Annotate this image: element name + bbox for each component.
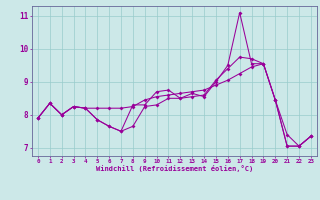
X-axis label: Windchill (Refroidissement éolien,°C): Windchill (Refroidissement éolien,°C) [96,165,253,172]
